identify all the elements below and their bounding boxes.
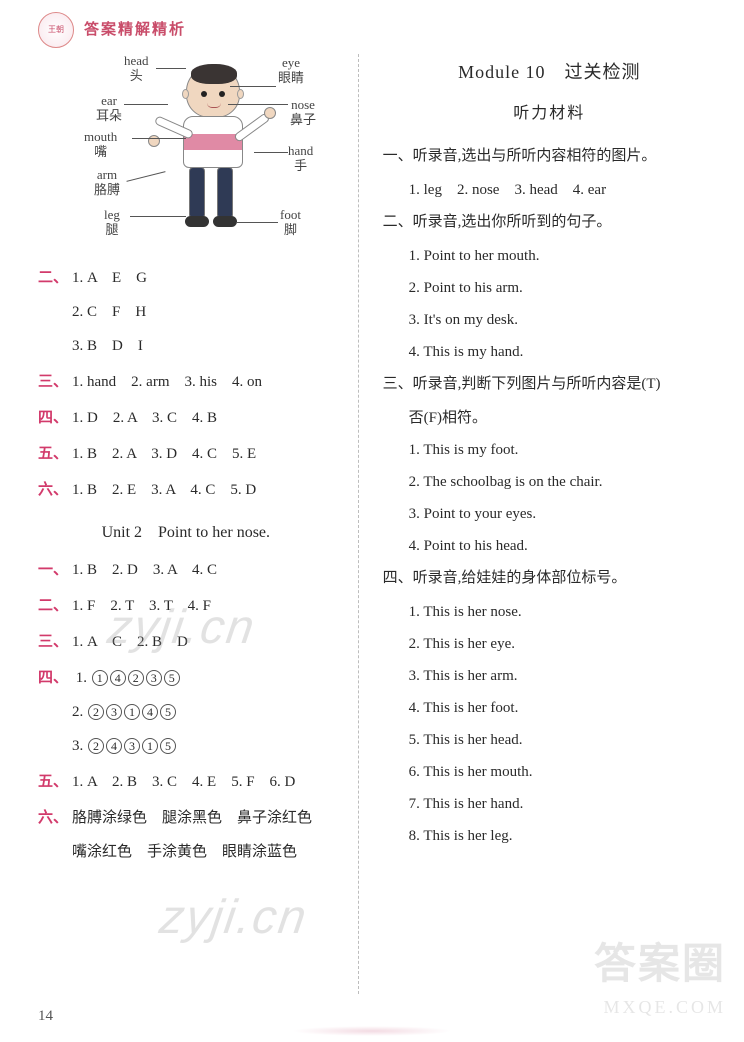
u2-answer-q5: 五、1. A 2. B 3. C 4. E 5. F 6. D xyxy=(38,770,334,794)
section-3-head: 三、听录音,判断下列图片与所听内容是(T) xyxy=(383,372,716,396)
u2-answer-q2: 二、1. F 2. T 3. T 4. F xyxy=(38,594,334,618)
answer-text: 1. A C 2. B D xyxy=(72,634,188,650)
section-number: 三、 xyxy=(38,374,68,390)
label-foot: foot脚 xyxy=(280,208,301,238)
label-nose: nose鼻子 xyxy=(290,98,316,128)
logo-badge: 王朝 xyxy=(38,12,74,48)
kid-head-shape xyxy=(186,66,240,118)
column-divider xyxy=(358,54,359,994)
list-item: 2. This is her eye. xyxy=(409,632,716,656)
section-number: 一、 xyxy=(38,562,68,578)
two-column-layout: head头 eye眼睛 ear耳朵 nose鼻子 mouth嘴 hand手 ar… xyxy=(38,54,716,994)
list-item: 1. Point to her mouth. xyxy=(409,244,716,268)
answer-text: 1. A 2. B 3. C 4. E 5. F 6. D xyxy=(72,774,295,790)
list-item: 3. It's on my desk. xyxy=(409,308,716,332)
answer-text: 3. B D I xyxy=(38,334,334,358)
answer-text: 1. F 2. T 3. T 4. F xyxy=(72,598,211,614)
answer-text: 1. D 2. A 3. C 4. B xyxy=(72,410,217,426)
u2-answer-q4: 四、 1. 14235 2. 23145 3. 24315 xyxy=(38,666,334,758)
answer-text: 1. B 2. D 3. A 4. C xyxy=(72,562,217,578)
u2-answer-q3: 三、1. A C 2. B D xyxy=(38,630,334,654)
left-column: head头 eye眼睛 ear耳朵 nose鼻子 mouth嘴 hand手 ar… xyxy=(38,54,334,994)
header-band: 王朝 答案精解精析 xyxy=(38,12,716,48)
section-number: 五、 xyxy=(38,774,68,790)
kid-body-shape xyxy=(183,116,243,168)
answer-text: 1. hand 2. arm 3. his 4. on xyxy=(72,374,262,390)
section-number: 六、 xyxy=(38,810,68,826)
section-number: 三、 xyxy=(38,634,68,650)
kid-figure xyxy=(168,66,258,240)
answer-text: 胳膊涂绿色 腿涂黑色 鼻子涂红色 xyxy=(72,810,312,826)
unit2-title: Unit 2 Point to her nose. xyxy=(38,520,334,546)
list-item: 4. This is my hand. xyxy=(409,340,716,364)
answer-text: 1. A E G xyxy=(72,270,147,286)
answer-q3: 三、1. hand 2. arm 3. his 4. on xyxy=(38,370,334,394)
answer-q4: 四、1. D 2. A 3. C 4. B xyxy=(38,406,334,430)
u2-answer-q6: 六、胳膊涂绿色 腿涂黑色 鼻子涂红色 嘴涂红色 手涂黄色 眼睛涂蓝色 xyxy=(38,806,334,864)
section-number: 二、 xyxy=(38,598,68,614)
module-title: Module 10 过关检测 xyxy=(383,58,716,87)
answer-q6: 六、1. B 2. E 3. A 4. C 5. D xyxy=(38,478,334,502)
list-item: 1. This is her nose. xyxy=(409,600,716,624)
answer-text: 嘴涂红色 手涂黄色 眼睛涂蓝色 xyxy=(38,840,334,864)
body-parts-diagram: head头 eye眼睛 ear耳朵 nose鼻子 mouth嘴 hand手 ar… xyxy=(38,54,334,254)
list-item: 4. This is her foot. xyxy=(409,696,716,720)
section-number: 六、 xyxy=(38,482,68,498)
section-number: 四、 xyxy=(38,670,68,686)
label-ear: ear耳朵 xyxy=(96,94,122,124)
right-column: Module 10 过关检测 听力材料 一、听录音,选出与所听内容相符的图片。 … xyxy=(383,54,716,994)
answer-text: 1. B 2. A 3. D 4. C 5. E xyxy=(72,446,256,462)
answer-q5: 五、1. B 2. A 3. D 4. C 5. E xyxy=(38,442,334,466)
list-item: 2. Point to his arm. xyxy=(409,276,716,300)
list-item: 6. This is her mouth. xyxy=(409,760,716,784)
section-3-head-cont: 否(F)相符。 xyxy=(383,406,716,430)
section-number: 四、 xyxy=(38,410,68,426)
section-4-head: 四、听录音,给娃娃的身体部位标号。 xyxy=(383,566,716,590)
listening-title: 听力材料 xyxy=(383,101,716,127)
list-item: 7. This is her hand. xyxy=(409,792,716,816)
footer-flourish xyxy=(292,1026,452,1036)
label-mouth: mouth嘴 xyxy=(84,130,117,160)
answer-text: 1. B 2. E 3. A 4. C 5. D xyxy=(72,482,256,498)
header-title: 答案精解精析 xyxy=(84,18,186,42)
list-item: 1. This is my foot. xyxy=(409,438,716,462)
label-arm: arm胳膊 xyxy=(94,168,120,198)
answer-line: 3. 24315 xyxy=(38,734,334,758)
list-item: 8. This is her leg. xyxy=(409,824,716,848)
section-number: 二、 xyxy=(38,270,68,286)
page-number: 14 xyxy=(38,1004,53,1028)
answer-line: 1. 14235 xyxy=(76,670,181,686)
list-item: 2. The schoolbag is on the chair. xyxy=(409,470,716,494)
list-item: 3. Point to your eyes. xyxy=(409,502,716,526)
list-item: 3. This is her arm. xyxy=(409,664,716,688)
section-1-head: 一、听录音,选出与所听内容相符的图片。 xyxy=(383,144,716,168)
section-number: 五、 xyxy=(38,446,68,462)
u2-answer-q1: 一、1. B 2. D 3. A 4. C xyxy=(38,558,334,582)
answer-q2: 二、1. A E G 2. C F H 3. B D I xyxy=(38,266,334,358)
list-item: 5. This is her head. xyxy=(409,728,716,752)
label-head: head头 xyxy=(124,54,149,84)
page: 王朝 答案精解精析 xyxy=(0,0,744,1042)
stamp-small: MXQE.COM xyxy=(594,993,726,1022)
section-1-line: 1. leg 2. nose 3. head 4. ear xyxy=(409,178,716,202)
label-eye: eye眼睛 xyxy=(278,56,304,86)
label-hand: hand手 xyxy=(288,144,313,174)
section-2-head: 二、听录音,选出你所听到的句子。 xyxy=(383,210,716,234)
label-leg: leg腿 xyxy=(104,208,120,238)
answer-text: 2. C F H xyxy=(38,300,334,324)
list-item: 4. Point to his head. xyxy=(409,534,716,558)
answer-line: 2. 23145 xyxy=(38,700,334,724)
